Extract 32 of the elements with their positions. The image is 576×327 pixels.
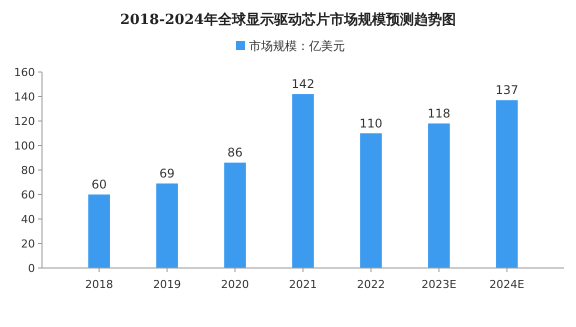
bar [156, 183, 178, 268]
x-tick-label: 2024E [489, 278, 524, 291]
x-tick-label: 2019 [153, 278, 182, 291]
y-tick-label: 0 [28, 262, 35, 275]
y-tick-label: 140 [14, 90, 35, 104]
bar [292, 94, 314, 268]
y-tick-label: 160 [14, 66, 35, 79]
chart-title: 2018-2024年全球显示驱动芯片市场规模预测趋势图 [120, 11, 456, 28]
bar [224, 162, 246, 268]
data-label: 60 [91, 178, 107, 192]
bar [496, 100, 518, 268]
bar [88, 194, 110, 268]
data-label: 69 [159, 166, 175, 180]
y-tick-label: 80 [21, 164, 35, 177]
legend-label: 市场规模：亿美元 [249, 39, 345, 53]
x-tick-label: 2021 [289, 278, 317, 291]
data-label: 137 [495, 83, 518, 98]
bar [360, 133, 382, 268]
x-tick-label: 2020 [221, 278, 250, 291]
x-tick-label: 2022 [356, 278, 385, 291]
bar [428, 123, 450, 268]
y-tick-label: 20 [21, 238, 35, 250]
data-label: 142 [292, 77, 314, 92]
x-tick-label: 2023E [421, 278, 456, 291]
y-tick-label: 40 [21, 213, 35, 226]
data-label: 118 [427, 106, 450, 120]
data-label: 110 [360, 116, 382, 130]
y-tick-label: 60 [21, 188, 35, 202]
x-tick-label: 2018 [85, 278, 114, 291]
data-label: 86 [227, 146, 243, 160]
y-tick-label: 100 [14, 140, 35, 152]
y-tick-label: 120 [14, 115, 35, 128]
